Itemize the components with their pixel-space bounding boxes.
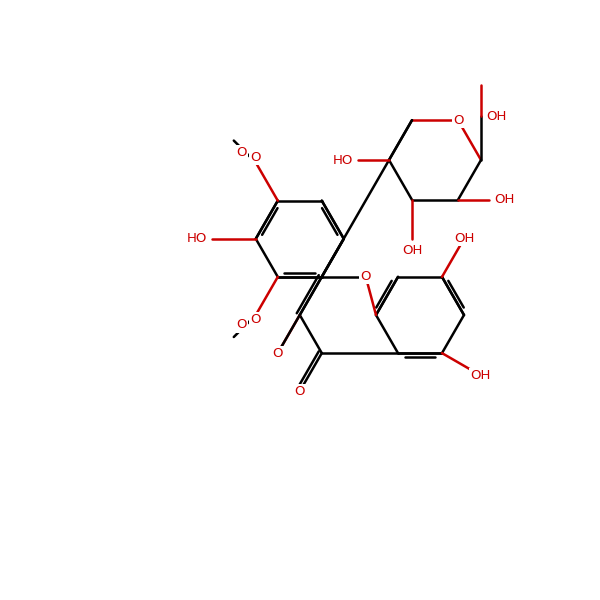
- Text: OH: OH: [494, 193, 514, 206]
- Text: OH: OH: [402, 244, 422, 257]
- Text: O: O: [251, 151, 261, 164]
- Text: O: O: [295, 385, 305, 398]
- Text: HO: HO: [187, 232, 207, 245]
- Text: O: O: [361, 271, 371, 283]
- Text: O: O: [236, 146, 247, 159]
- Text: O: O: [251, 313, 261, 326]
- Text: OH: OH: [486, 109, 506, 122]
- Text: O: O: [453, 113, 463, 127]
- Text: O: O: [236, 319, 247, 331]
- Text: OH: OH: [454, 232, 474, 245]
- Text: OH: OH: [470, 368, 490, 382]
- Text: O: O: [272, 347, 283, 359]
- Text: HO: HO: [333, 154, 353, 166]
